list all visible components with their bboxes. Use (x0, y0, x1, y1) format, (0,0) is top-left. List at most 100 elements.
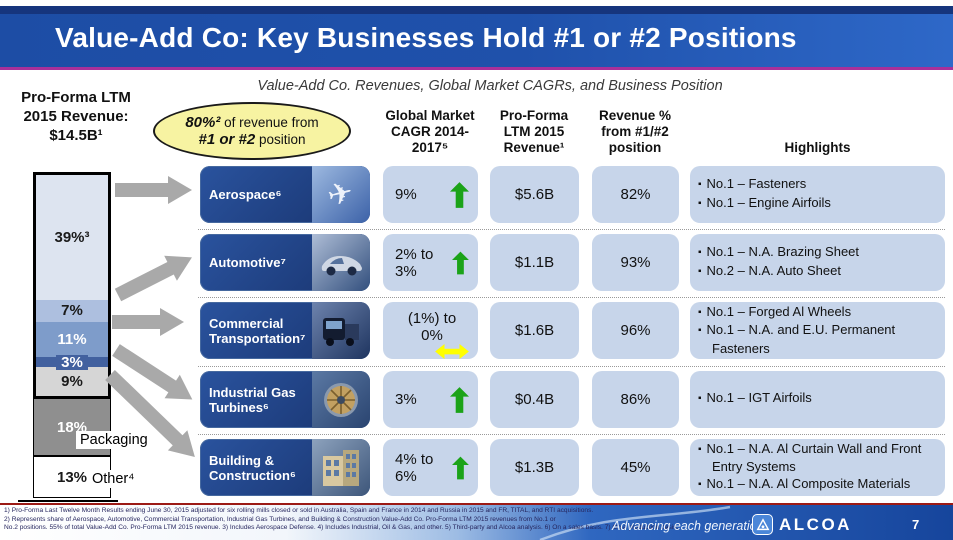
bar-segment-building-construction: 9% (36, 366, 108, 396)
footnote-line: No.2 positions. 55% of total Value-Add C… (4, 524, 679, 532)
revenue-cell: $0.4B (490, 371, 579, 428)
position-cell: 86% (592, 371, 679, 428)
bullet-icon: ▪ (698, 478, 702, 490)
bar-segment-label: 13% (51, 469, 93, 485)
callout-position: #1 or #2 (198, 131, 256, 148)
highlight-text: No.1 – N.A. Brazing Sheet (706, 244, 860, 259)
arrow-to-aerospace (115, 176, 192, 204)
alcoa-logo-icon (752, 514, 773, 535)
row-divider (198, 297, 945, 298)
title-band: Value-Add Co: Key Businesses Hold #1 or … (0, 6, 953, 70)
business-label-industrial-gas-turbines: Industrial Gas Turbines⁶ (200, 371, 370, 428)
arrow-to-building-construction (105, 369, 195, 457)
page-number: 7 (912, 517, 920, 532)
cagr-value: 3% (395, 391, 417, 408)
highlight-item: ▪ No.1 – IGT Airfoils (698, 390, 812, 409)
position-cell: 96% (592, 302, 679, 359)
slide-subtitle: Value-Add Co. Revenues, Global Market CA… (257, 78, 723, 94)
business-name: Aerospace⁶ (209, 187, 282, 202)
position-cell: 82% (592, 166, 679, 223)
cagr-value: (1%) to 0% (407, 310, 457, 344)
building-construction-image (312, 439, 370, 496)
bar-baseline (18, 500, 118, 502)
airplane-icon: ✈ (324, 174, 358, 214)
footer-swoosh (539, 505, 731, 540)
highlights-cell: ▪ No.1 – IGT Airfoils (690, 371, 945, 428)
business-name: Building & Construction⁶ (209, 452, 296, 483)
cagr-cell: (1%) to 0% (383, 302, 478, 359)
highlight-text: No.2 – N.A. Auto Sheet (706, 262, 841, 278)
highlights-cell: ▪ No.1 – Fasteners ▪ No.1 – Engine Airfoil… (690, 166, 945, 223)
bar-segment-label: 18% (51, 419, 93, 435)
cagr-cell: 9% (383, 166, 478, 223)
packaging-label: Packaging (76, 431, 152, 449)
car-icon (321, 255, 362, 275)
callout-text: of revenue from (220, 115, 319, 130)
bullet-icon: ▪ (698, 393, 702, 405)
alcoa-logo: ALCOA (752, 514, 852, 535)
business-label-building-construction: Building & Construction⁶ (200, 439, 370, 496)
revenue-cell: $1.3B (490, 439, 579, 496)
highlights-cell: ▪ No.1 – N.A. Brazing Sheet ▪ No.2 – N.A. … (690, 234, 945, 291)
bar-segment-commercial-transportation: 11% (36, 322, 108, 358)
up-arrow-icon (452, 456, 469, 479)
column-header-highlights: Highlights (784, 140, 851, 155)
row-divider (198, 366, 945, 367)
position-cell: 93% (592, 234, 679, 291)
aerospace-image: ✈ (312, 166, 370, 223)
up-arrow-icon (452, 251, 469, 274)
bullet-icon: ▪ (698, 179, 702, 190)
highlight-item: ▪ No.1 – Forged Al Wheels (698, 304, 851, 323)
flat-arrow-icon (435, 344, 469, 359)
business-name: Automotive⁷ (209, 255, 286, 270)
highlight-text: No.1 – Forged Al Wheels (706, 303, 852, 319)
commercial-transportation-image (312, 302, 370, 359)
footnotes: 1) Pro-Forma Last Twelve Month Results e… (4, 507, 704, 533)
highlight-text: No.1 – N.A. Al Composite Materials (706, 475, 911, 491)
turbine-icon (324, 382, 358, 417)
bar-segment-packaging: 18% (33, 398, 111, 457)
business-label-aerospace: Aerospace⁶ ✈ (200, 166, 370, 223)
bullet-icon: ▪ (698, 443, 702, 455)
revenue-cell: $1.1B (490, 234, 579, 291)
cagr-value: 2% to 3% (395, 245, 434, 280)
alcoa-logo-text: ALCOA (779, 514, 852, 534)
other-label: Other⁴ (88, 470, 139, 488)
row-divider (198, 229, 945, 230)
column-header-cagr: Global Market CAGR 2014-2017⁵ (385, 108, 475, 155)
business-name: Industrial Gas Turbines⁶ (209, 384, 296, 415)
footer-red-line (0, 503, 953, 505)
arrow-to-automotive (114, 255, 192, 302)
callout-line1: 80%² of revenue from (185, 114, 318, 131)
highlight-item: ▪ No.2 – N.A. Auto Sheet (698, 263, 841, 282)
bar-segment-label: 3% (56, 354, 88, 370)
bar-segment-label: 9% (56, 373, 88, 389)
bar-core-segments: 39%³ 7% 11% 3% 9% (33, 172, 111, 399)
highlights-cell: ▪ No.1 – N.A. Al Curtain Wall and Front E… (690, 439, 945, 496)
footnote-line: 1) Pro-Forma Last Twelve Month Results e… (4, 507, 594, 514)
cagr-cell: 3% (383, 371, 478, 428)
highlight-item: ▪ No.1 – N.A. Brazing Sheet (698, 244, 859, 263)
automotive-image (312, 234, 370, 291)
bar-segment-aerospace: 39%³ (36, 175, 108, 300)
arrow-to-industrial-gas-turbines (112, 344, 193, 400)
footnote-line: 2) Represents share of Aerospace, Automo… (4, 515, 556, 523)
business-label-commercial-transportation: Commercial Transportation⁷ (200, 302, 370, 359)
footer-tagline: Advancing each generation. (612, 519, 767, 533)
chart-title: Pro-Forma LTM 2015 Revenue: $14.5B¹ (21, 89, 131, 144)
footer-band (0, 505, 953, 540)
callout-text: position (255, 132, 306, 147)
highlights-cell: ▪ No.1 – Forged Al Wheels ▪ No.1 – N.A. an… (690, 302, 945, 359)
business-label-automotive: Automotive⁷ (200, 234, 370, 291)
page-title: Value-Add Co: Key Businesses Hold #1 or … (55, 22, 797, 53)
cagr-cell: 2% to 3% (383, 234, 478, 291)
highlight-text: No.1 – N.A. Al Curtain Wall and Front En… (706, 440, 922, 475)
column-header-revenue: Pro-Forma LTM 2015 Revenue¹ (499, 108, 569, 155)
bullet-icon: ▪ (698, 265, 702, 277)
up-arrow-icon (450, 386, 469, 413)
position-cell: 45% (592, 439, 679, 496)
revenue-cell: $5.6B (490, 166, 579, 223)
highlight-item: ▪ No.1 – N.A. Al Composite Materials (698, 476, 910, 495)
bar-segment-label: 39%³ (49, 229, 95, 245)
